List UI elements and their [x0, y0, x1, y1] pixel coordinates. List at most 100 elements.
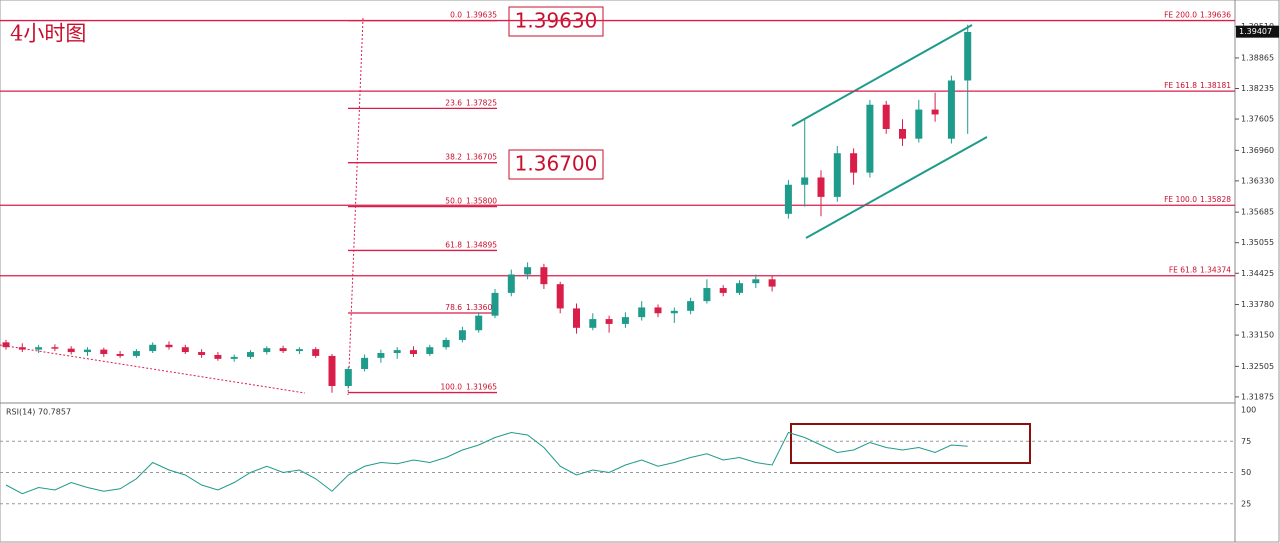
candle-body — [931, 109, 939, 115]
candle-body — [605, 319, 613, 324]
candle-body — [882, 104, 890, 129]
y-tick-label: 1.36960 — [1241, 146, 1274, 155]
candle-body — [801, 177, 809, 185]
rsi-tick-label: 75 — [1241, 437, 1251, 446]
candle-body — [149, 344, 157, 352]
candle-body — [84, 349, 91, 353]
channel-upper — [791, 24, 973, 127]
candle-body — [556, 284, 564, 309]
y-tick-label: 1.31875 — [1241, 392, 1274, 401]
candle-body — [230, 356, 238, 359]
candle-body — [915, 109, 923, 139]
rsi-tick-label: 100 — [1241, 406, 1256, 415]
candle-body — [573, 308, 580, 328]
candle-body — [263, 348, 271, 353]
candle-body — [328, 355, 336, 386]
fib-ratio: 78.6 — [445, 303, 462, 312]
candle-body — [817, 177, 825, 197]
rsi-line — [5, 431, 968, 495]
candle-body — [475, 315, 483, 331]
fe-value: 1.35828 — [1200, 195, 1231, 204]
candle-body — [312, 349, 320, 356]
y-tick-label: 1.36330 — [1241, 176, 1274, 185]
candle-body — [687, 301, 695, 311]
chart-title: 4小时图 — [10, 22, 86, 46]
candle-body — [899, 128, 906, 139]
y-tick-label: 1.34425 — [1241, 269, 1274, 278]
rsi-tick-label: 25 — [1241, 499, 1251, 508]
candle-body — [181, 347, 189, 353]
candle-body — [947, 80, 955, 139]
fib-value: 1.31965 — [466, 383, 497, 392]
candle-body — [964, 32, 972, 81]
candle-body — [719, 288, 727, 293]
rsi-label: RSI(14) 70.7857 — [6, 408, 71, 417]
candle-body — [426, 347, 434, 354]
candle-body — [833, 153, 841, 197]
last-price: 1.39407 — [1239, 27, 1272, 36]
fe-ratio: FE 161.8 — [1164, 81, 1197, 90]
last-price-box — [1236, 25, 1279, 38]
fib-value: 1.36705 — [466, 153, 497, 162]
fib-ratio: 50.0 — [445, 197, 462, 206]
candle-body — [703, 288, 711, 302]
candle-body — [132, 351, 140, 356]
fe-ratio: FE 200.0 — [1164, 11, 1197, 20]
candle-body — [295, 349, 303, 352]
fe-value: 1.38181 — [1200, 81, 1231, 90]
trend-line — [0, 344, 306, 394]
candle-body — [621, 317, 629, 324]
fib-value: 1.34895 — [466, 240, 497, 249]
candle-body — [638, 307, 646, 318]
rsi-tick-label: 50 — [1241, 468, 1251, 477]
candle-body — [670, 310, 678, 314]
rsi-highlight — [790, 423, 1031, 464]
fib-ratio: 100.0 — [441, 383, 463, 392]
candle-body — [116, 353, 124, 356]
fe-value: 1.34374 — [1200, 266, 1231, 275]
fib-ratio: 38.2 — [445, 153, 462, 162]
candle-body — [393, 350, 401, 354]
callout-box — [508, 149, 604, 180]
candle-body — [752, 279, 760, 284]
channel-lower — [805, 136, 988, 239]
candle-body — [2, 342, 10, 348]
candle-body — [344, 369, 352, 386]
fe-value: 1.39636 — [1200, 11, 1231, 20]
candle-body — [589, 319, 597, 328]
y-tick-label: 1.33150 — [1241, 331, 1274, 340]
candle-body — [540, 267, 548, 285]
candle-body — [768, 279, 776, 287]
y-tick-label: 1.32505 — [1241, 362, 1274, 371]
candle-body — [850, 153, 858, 173]
callout-box — [508, 6, 604, 37]
candle-body — [784, 184, 792, 214]
candle-body — [377, 353, 385, 358]
fib-ratio: 0.0 — [450, 11, 462, 20]
fe-ratio: FE 61.8 — [1169, 266, 1197, 275]
candle-body — [361, 357, 369, 370]
y-tick-label: 1.37605 — [1241, 115, 1274, 124]
candle-body — [442, 339, 450, 348]
y-tick-label: 1.38865 — [1241, 53, 1274, 62]
candle-body — [866, 104, 874, 173]
candle-body — [198, 352, 206, 355]
candle-body — [165, 344, 173, 348]
fib-value: 1.33606 — [466, 303, 497, 312]
candle-body — [410, 350, 417, 354]
callout: 1.36700 — [515, 152, 598, 176]
fe-ratio: FE 100.0 — [1164, 195, 1197, 204]
y-tick-label: 1.33780 — [1241, 300, 1274, 309]
fib-value: 1.39635 — [466, 11, 497, 20]
candle-body — [736, 283, 743, 293]
candle-body — [524, 267, 532, 275]
candle-body — [100, 349, 108, 354]
fib-ratio: 61.8 — [445, 240, 462, 249]
fib-value: 1.37825 — [466, 98, 497, 107]
candle-body — [35, 347, 43, 350]
candle-body — [51, 347, 59, 349]
candle-body — [18, 347, 26, 350]
candle-body — [247, 352, 254, 357]
